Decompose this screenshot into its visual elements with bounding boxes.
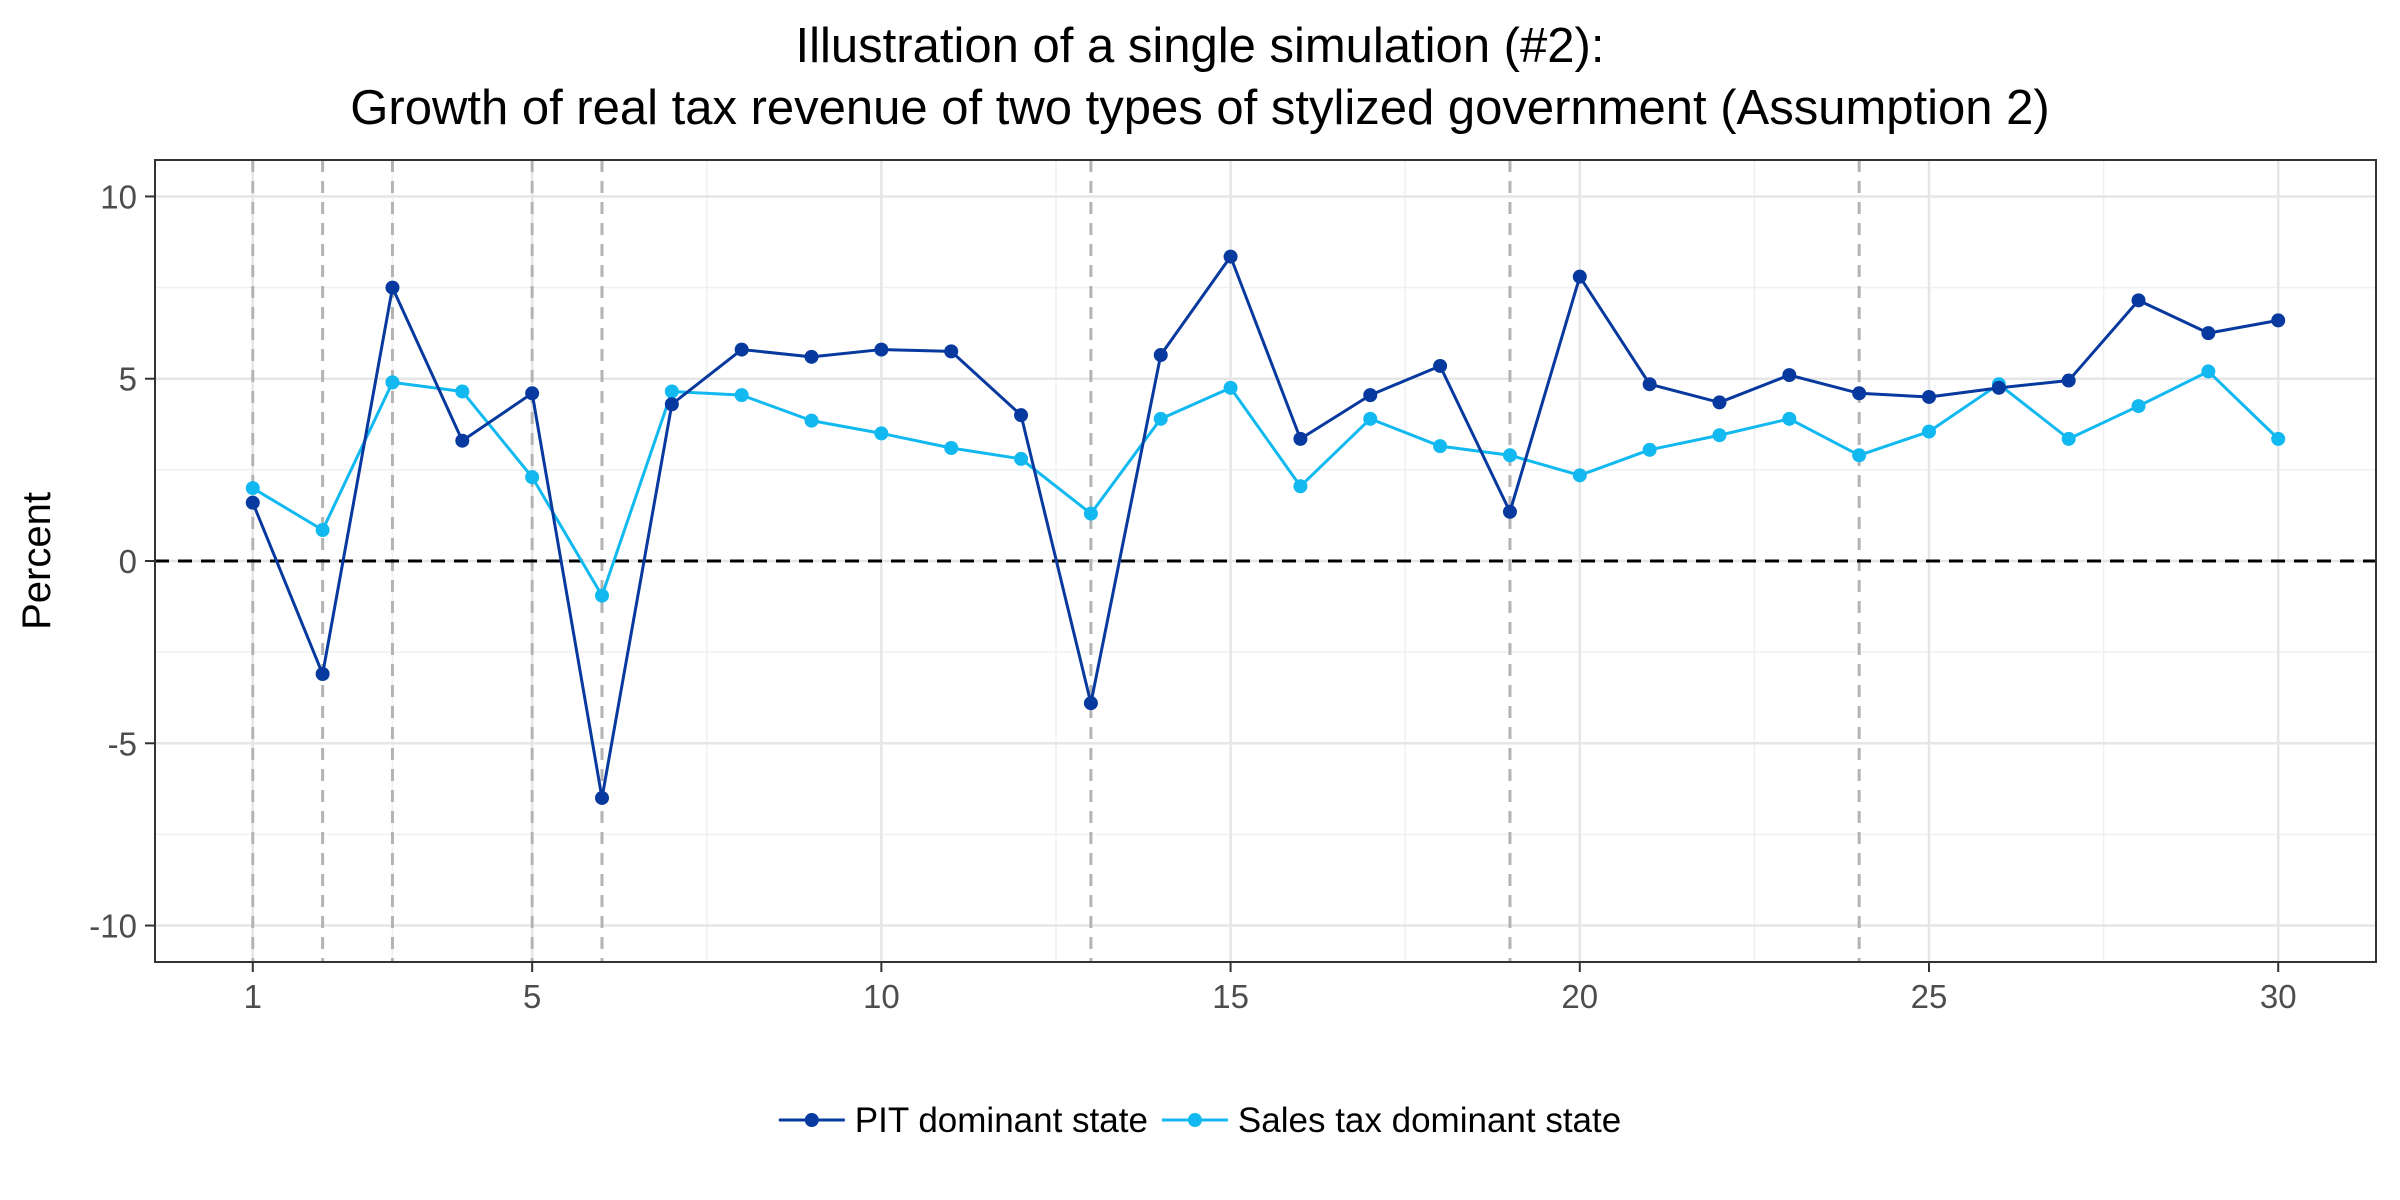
data-point-pit-dominant-state [664,397,679,412]
data-point-sales-tax-dominant-state [2061,431,2076,446]
x-tick-label: 25 [1911,978,1948,1015]
data-point-sales-tax-dominant-state [1153,411,1168,426]
data-point-sales-tax-dominant-state [1782,411,1797,426]
data-point-sales-tax-dominant-state [1502,448,1517,463]
data-point-sales-tax-dominant-state [734,388,749,403]
data-point-sales-tax-dominant-state [1014,451,1029,466]
y-tick-label: 0 [119,543,137,580]
data-point-pit-dominant-state [315,667,330,682]
x-tick-label: 30 [2260,978,2297,1015]
data-point-pit-dominant-state [1433,358,1448,373]
y-axis-ticks: -10 -5 0 5 10 [89,178,155,945]
data-point-pit-dominant-state [2131,293,2146,308]
data-point-pit-dominant-state [2201,326,2216,341]
data-point-pit-dominant-state [944,344,959,359]
data-point-sales-tax-dominant-state [385,375,400,390]
series-line-sales-tax-dominant-state [252,369,2280,598]
data-point-sales-tax-dominant-state [455,384,470,399]
data-point-sales-tax-dominant-state [1433,439,1448,454]
data-point-sales-tax-dominant-state [1363,411,1378,426]
data-point-pit-dominant-state [1572,269,1587,284]
y-tick-label: -5 [108,725,137,762]
data-point-pit-dominant-state [1502,504,1517,519]
data-point-sales-tax-dominant-state [944,440,959,455]
data-point-sales-tax-dominant-state [2271,431,2286,446]
data-point-pit-dominant-state [1223,249,1238,264]
data-point-pit-dominant-state [1642,377,1657,392]
y-tick-label: 10 [100,178,137,215]
data-point-sales-tax-dominant-state [1922,424,1937,439]
data-point-pit-dominant-state [245,495,260,510]
data-point-sales-tax-dominant-state [1223,380,1238,395]
x-tick-label: 20 [1561,978,1598,1015]
data-point-sales-tax-dominant-state [594,588,609,603]
y-axis-title: Percent [15,492,59,630]
data-point-sales-tax-dominant-state [1572,468,1587,483]
data-point-pit-dominant-state [1014,408,1029,423]
data-point-pit-dominant-state [455,433,470,448]
data-point-sales-tax-dominant-state [245,481,260,496]
legend-key-point-pit-dominant-state [804,1113,819,1127]
data-point-pit-dominant-state [2271,313,2286,328]
series-lines [245,249,2286,805]
data-point-pit-dominant-state [1153,348,1168,363]
data-point-sales-tax-dominant-state [1642,442,1657,457]
y-tick-label: -10 [89,908,137,945]
data-point-sales-tax-dominant-state [664,384,679,399]
data-point-sales-tax-dominant-state [1852,448,1867,463]
data-point-sales-tax-dominant-state [1083,506,1098,521]
data-point-pit-dominant-state [734,342,749,357]
data-point-pit-dominant-state [1083,696,1098,711]
data-point-pit-dominant-state [1293,431,1308,446]
data-point-sales-tax-dominant-state [2131,399,2146,414]
data-point-sales-tax-dominant-state [804,413,819,428]
data-point-pit-dominant-state [874,342,889,357]
series-line-pit-dominant-state [251,255,2279,800]
data-point-sales-tax-dominant-state [2201,364,2216,379]
data-point-pit-dominant-state [1363,388,1378,403]
x-tick-label: 1 [244,978,262,1015]
chart-title-line-1: Illustration of a single simulation (#2)… [796,19,1605,73]
data-point-pit-dominant-state [1922,389,1937,404]
x-tick-label: 10 [863,978,900,1015]
x-axis-ticks: 1 5 10 15 20 25 30 [244,962,2297,1015]
data-point-sales-tax-dominant-state [874,426,889,441]
data-point-sales-tax-dominant-state [1712,428,1727,443]
data-point-pit-dominant-state [2061,373,2076,388]
legend-key-point-sales-tax-dominant-state [1187,1113,1202,1127]
data-point-pit-dominant-state [804,349,819,364]
data-point-sales-tax-dominant-state [315,523,330,538]
chart-title-line-2: Growth of real tax revenue of two types … [350,81,2049,135]
y-tick-label: 5 [119,361,137,398]
data-point-pit-dominant-state [1852,386,1867,401]
legend-label-pit-dominant-state: PIT dominant state [855,1101,1148,1140]
legend: PIT dominant state Sales tax dominant sta… [778,1101,1621,1140]
data-point-pit-dominant-state [525,386,540,401]
data-point-sales-tax-dominant-state [1293,479,1308,494]
x-tick-label: 15 [1212,978,1249,1015]
reference-lines [155,160,2376,962]
data-point-pit-dominant-state [1712,395,1727,410]
data-point-pit-dominant-state [385,280,400,295]
legend-label-sales-tax-dominant-state: Sales tax dominant state [1238,1101,1621,1140]
x-tick-label: 5 [523,978,541,1015]
data-point-pit-dominant-state [1991,380,2006,395]
data-point-pit-dominant-state [594,790,609,805]
data-point-pit-dominant-state [1782,368,1797,383]
data-point-sales-tax-dominant-state [525,470,540,485]
chart-title: Illustration of a single simulation (#2)… [350,19,2049,135]
